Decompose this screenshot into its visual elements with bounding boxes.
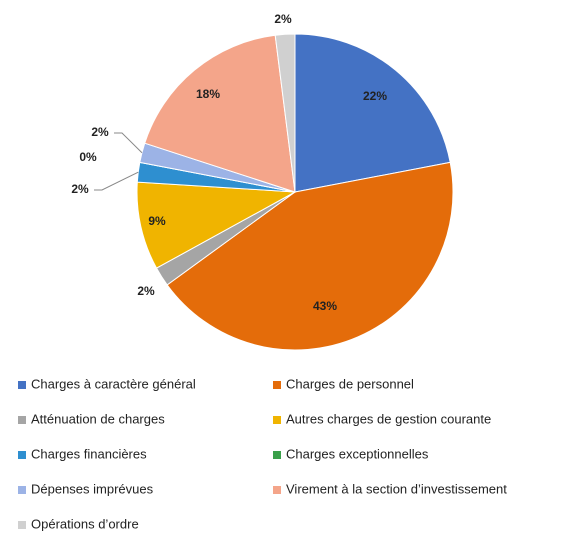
legend-swatch xyxy=(273,486,281,494)
legend-label: Charges financières xyxy=(31,446,147,461)
legend-swatch xyxy=(18,451,26,459)
value-label: 2% xyxy=(71,182,89,196)
legend-swatch xyxy=(18,416,26,424)
legend-swatch xyxy=(18,486,26,494)
pie-slice xyxy=(166,161,454,351)
value-label: 2% xyxy=(274,12,292,26)
legend-swatch xyxy=(273,381,281,389)
legend-swatch xyxy=(273,416,281,424)
legend-swatch xyxy=(18,381,26,389)
pie-slice xyxy=(136,181,297,269)
legend-label: Charges exceptionnelles xyxy=(286,446,429,461)
legend-label: Atténuation de charges xyxy=(31,411,165,426)
value-label: 2% xyxy=(137,284,155,298)
value-label: 9% xyxy=(148,214,166,228)
legend-label: Autres charges de gestion courante xyxy=(286,411,491,426)
legend-label: Charges à caractère général xyxy=(31,376,196,391)
legend-swatch xyxy=(18,521,26,529)
legend-label: Charges de personnel xyxy=(286,376,414,391)
value-label: 0% xyxy=(79,150,97,164)
leader-line xyxy=(114,132,143,154)
legend-label: Dépenses imprévues xyxy=(31,481,154,496)
pie-slice xyxy=(274,33,296,193)
pie-slice xyxy=(294,33,451,193)
legend-label: Opérations d’ordre xyxy=(31,516,139,531)
value-label: 22% xyxy=(363,89,387,103)
pie-slice xyxy=(144,34,296,193)
value-label: 43% xyxy=(313,299,337,313)
legend-label: Virement à la section d’investissement xyxy=(286,481,507,496)
legend-swatch xyxy=(273,451,281,459)
value-label: 18% xyxy=(196,87,220,101)
value-label: 2% xyxy=(91,125,109,139)
leader-line xyxy=(94,171,139,191)
